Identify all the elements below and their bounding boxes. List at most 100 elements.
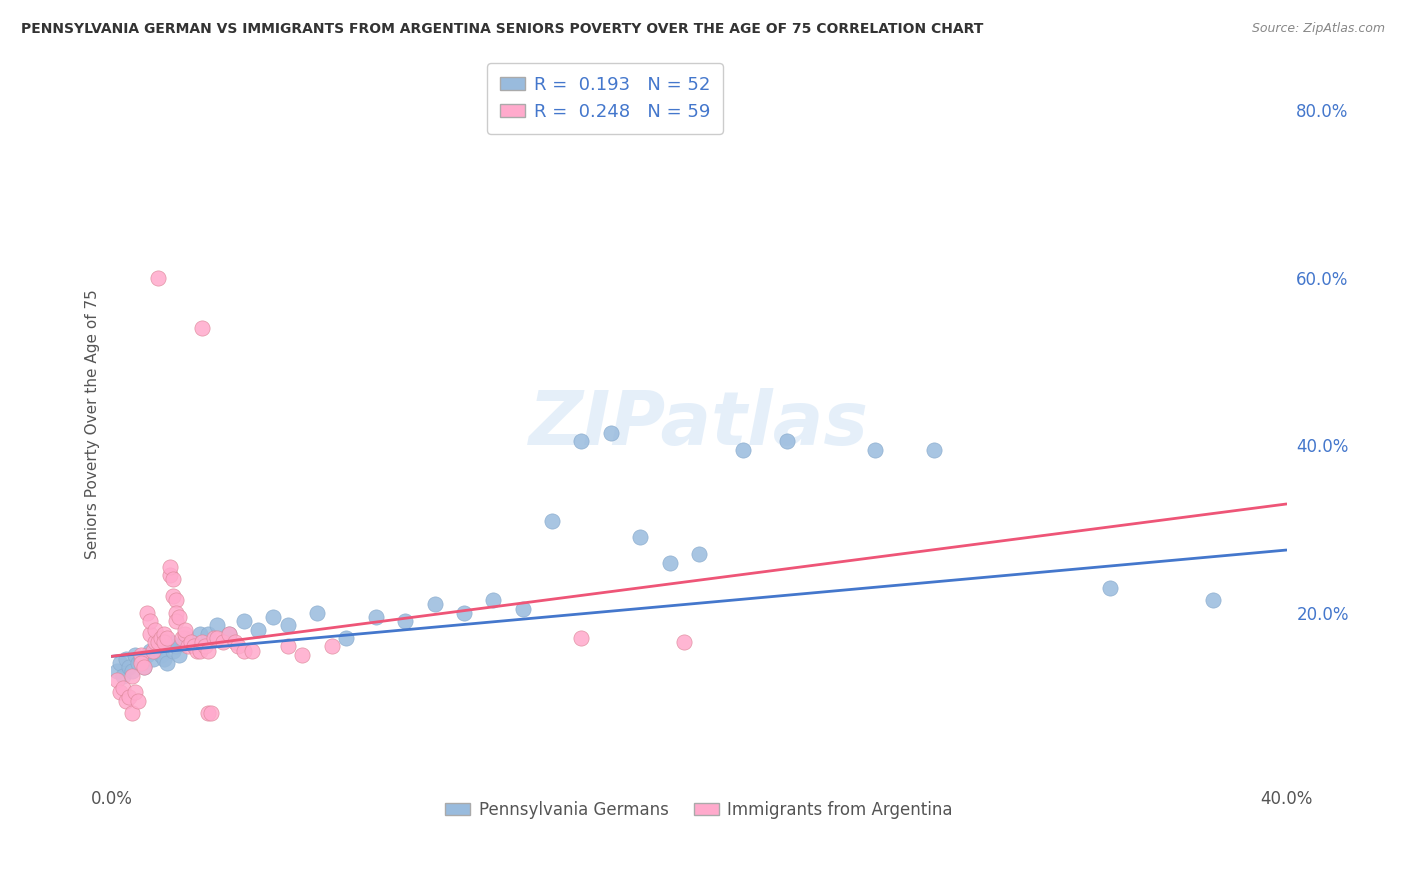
Point [105, 673, 128, 687]
Point [247, 623, 270, 637]
Point [167, 648, 190, 662]
Point [132, 660, 155, 674]
Point [205, 631, 228, 645]
Point [159, 635, 181, 649]
Point [865, 442, 887, 457]
Point [173, 623, 195, 637]
Point [183, 640, 205, 654]
Point [571, 434, 593, 449]
Point [118, 660, 141, 674]
Point [541, 514, 564, 528]
Point [191, 321, 214, 335]
Point [162, 589, 184, 603]
Point [135, 648, 157, 662]
Point [673, 635, 696, 649]
Point [124, 648, 146, 662]
Point [167, 610, 190, 624]
Point [153, 635, 176, 649]
Point [599, 425, 621, 440]
Point [153, 626, 176, 640]
Point [180, 635, 202, 649]
Point [148, 271, 170, 285]
Point [159, 559, 181, 574]
Point [922, 442, 945, 457]
Point [162, 572, 184, 586]
Point [180, 635, 202, 649]
Point [165, 640, 187, 654]
Point [129, 656, 152, 670]
Point [165, 614, 187, 628]
Point [291, 648, 314, 662]
Point [688, 547, 710, 561]
Point [115, 652, 138, 666]
Point [335, 631, 357, 645]
Text: ZIPatlas: ZIPatlas [529, 388, 869, 461]
Text: Source: ZipAtlas.com: Source: ZipAtlas.com [1251, 22, 1385, 36]
Point [173, 626, 195, 640]
Point [112, 668, 135, 682]
Point [191, 635, 214, 649]
Point [224, 635, 246, 649]
Point [242, 643, 264, 657]
Point [218, 626, 240, 640]
Point [200, 706, 222, 721]
Point [124, 685, 146, 699]
Point [150, 648, 173, 662]
Point [145, 623, 167, 637]
Point [733, 442, 755, 457]
Point [776, 434, 799, 449]
Point [628, 531, 651, 545]
Point [153, 652, 176, 666]
Point [423, 598, 446, 612]
Point [658, 556, 681, 570]
Point [127, 694, 149, 708]
Point [121, 668, 143, 682]
Text: PENNSYLVANIA GERMAN VS IMMIGRANTS FROM ARGENTINA SENIORS POVERTY OVER THE AGE OF: PENNSYLVANIA GERMAN VS IMMIGRANTS FROM A… [21, 22, 983, 37]
Point [364, 610, 387, 624]
Point [170, 631, 193, 645]
Point [156, 656, 179, 670]
Point [1202, 593, 1225, 607]
Point [197, 643, 219, 657]
Point [110, 656, 132, 670]
Point [482, 593, 505, 607]
Point [226, 640, 249, 654]
Point [141, 652, 163, 666]
Point [110, 685, 132, 699]
Point [165, 606, 187, 620]
Point [307, 606, 329, 620]
Point [394, 614, 416, 628]
Point [150, 631, 173, 645]
Point [105, 665, 128, 679]
Point [1099, 581, 1122, 595]
Point [145, 635, 167, 649]
Point [177, 640, 200, 654]
Point [165, 593, 187, 607]
Point [453, 606, 475, 620]
Point [159, 568, 181, 582]
Point [112, 681, 135, 696]
Point [145, 643, 167, 657]
Point [173, 631, 195, 645]
Point [127, 656, 149, 670]
Point [202, 631, 225, 645]
Point [188, 626, 211, 640]
Point [141, 643, 163, 657]
Point [212, 635, 235, 649]
Point [232, 643, 254, 657]
Point [194, 640, 217, 654]
Point [148, 635, 170, 649]
Point [188, 643, 211, 657]
Point [138, 614, 160, 628]
Point [512, 601, 534, 615]
Point [129, 652, 152, 666]
Point [118, 690, 141, 704]
Legend: Pennsylvania Germans, Immigrants from Argentina: Pennsylvania Germans, Immigrants from Ar… [439, 794, 959, 825]
Point [186, 643, 208, 657]
Point [138, 643, 160, 657]
Point [115, 694, 138, 708]
Point [121, 665, 143, 679]
Point [156, 631, 179, 645]
Point [218, 626, 240, 640]
Point [277, 640, 299, 654]
